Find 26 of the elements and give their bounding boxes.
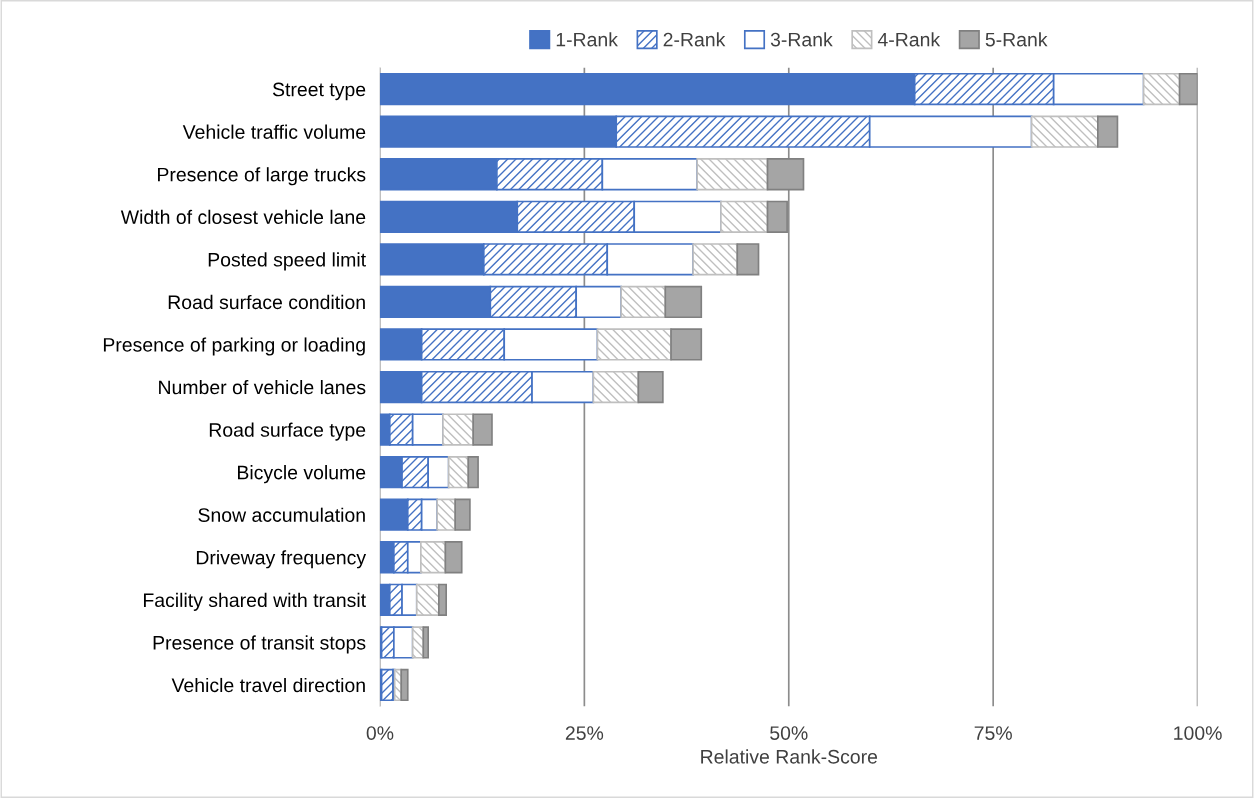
legend-label: 3-Rank	[770, 32, 833, 47]
y-tick-label: Facility shared with transit	[143, 592, 366, 611]
y-tick-label: Vehicle travel direction	[171, 677, 365, 693]
x-axis-title: Relative Rank-Score	[701, 749, 878, 764]
legend-label: 1-Rank	[556, 32, 618, 47]
y-tick-label: Driveway frequency	[196, 550, 367, 569]
y-tick-label: Road surface type	[209, 422, 366, 441]
y-tick-label: Presence of large trucks	[158, 167, 366, 186]
x-tick-label: 0%	[366, 726, 394, 740]
x-tick-label: 50%	[770, 726, 808, 740]
y-tick-label: Posted speed limit	[208, 252, 366, 271]
x-tick-label: 25%	[565, 726, 604, 740]
y-tick-label: Width of closest vehicle lane	[120, 209, 366, 225]
y-tick-label: Number of vehicle lanes	[159, 379, 366, 395]
legend-label: 4-Rank	[877, 32, 941, 47]
y-tick-label: Bicycle volume	[238, 465, 366, 484]
y-tick-label: Snow accumulation	[198, 507, 365, 522]
y-tick-label: Presence of transit stops	[153, 635, 366, 654]
y-tick-label: Road surface condition	[168, 294, 365, 310]
x-tick-label: 100%	[1174, 726, 1222, 740]
x-tick-label: 75%	[974, 726, 1012, 740]
legend-label: 2-Rank	[663, 32, 726, 47]
y-tick-label: Presence of parking or loading	[103, 337, 365, 356]
y-tick-label: Street type	[272, 82, 366, 101]
legend-label: 5-Rank	[985, 32, 1048, 47]
y-tick-label: Vehicle traffic volume	[182, 124, 366, 139]
